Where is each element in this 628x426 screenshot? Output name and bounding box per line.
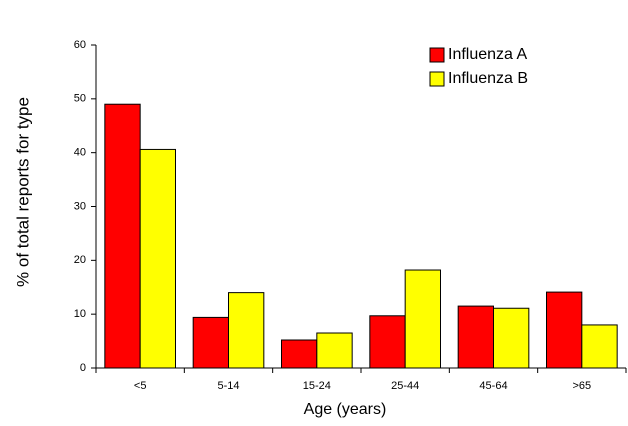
x-tick-label: <5 (134, 380, 147, 392)
bar (281, 339, 318, 369)
y-axis-label: % of total reports for type (13, 97, 32, 287)
x-tick-label: 5-14 (217, 380, 239, 392)
bar (493, 307, 530, 369)
x-tick-label: 15-24 (303, 380, 331, 392)
legend-swatch (429, 71, 445, 87)
legend-label: Influenza B (448, 70, 528, 87)
bar (581, 324, 618, 369)
legend-label: Influenza A (448, 46, 528, 63)
y-tick-label: 0 (80, 362, 86, 374)
bar (457, 305, 494, 369)
x-tick-label: 45-64 (479, 380, 507, 392)
bar (192, 316, 230, 369)
bar (316, 332, 353, 369)
legend-swatch (429, 47, 445, 63)
x-axis-label: Age (years) (304, 401, 387, 418)
y-tick-label: 20 (74, 254, 86, 266)
y-tick-label: 50 (74, 93, 86, 105)
y-tick-label: 40 (74, 147, 86, 159)
y-tick-label: 30 (74, 200, 86, 212)
bar (369, 315, 406, 369)
x-tick-label: 25-44 (391, 380, 419, 392)
x-tick-label: >65 (572, 380, 591, 392)
bar (546, 291, 583, 369)
bar (139, 148, 177, 369)
y-tick-label: 10 (74, 308, 86, 320)
bar (228, 292, 265, 369)
bar (104, 103, 141, 369)
y-tick-label: 60 (74, 39, 86, 51)
bar (404, 269, 441, 369)
